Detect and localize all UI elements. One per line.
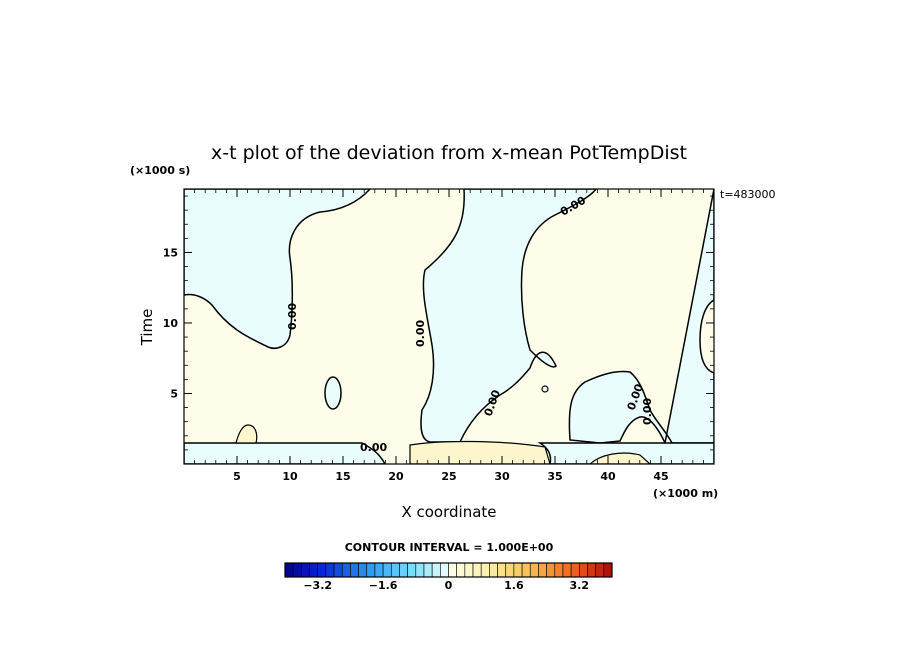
x-tick-label: 35 [547, 470, 562, 483]
positive-patch-3 [589, 452, 651, 464]
colorbar-swatch [407, 562, 417, 578]
colorbar-swatch [309, 562, 318, 578]
colorbar-swatch [464, 562, 474, 578]
colorbar-swatch [578, 562, 588, 578]
colorbar-swatch [358, 562, 368, 578]
negative-region-bottom-band [184, 442, 386, 464]
negative-region-center [420, 189, 597, 443]
positive-patch-2 [409, 440, 551, 464]
colorbar-swatch [415, 562, 425, 578]
colorbar-swatch [423, 562, 433, 578]
colorbar-swatch [603, 562, 613, 578]
y-axis: 5 10 15 [163, 195, 714, 451]
colorbar-swatch [382, 562, 392, 578]
colorbar-swatch [301, 562, 310, 578]
colorbar-tick-label: 3.2 [570, 579, 590, 592]
colorbar-swatch [587, 562, 596, 578]
colorbar-swatch [489, 562, 498, 578]
colorbar-swatch [595, 562, 605, 578]
colorbar-swatch [529, 562, 539, 578]
colorbar-swatch [570, 562, 580, 578]
colorbar [284, 562, 613, 578]
colorbar-swatch [480, 562, 490, 578]
x-tick-label: 10 [282, 470, 298, 483]
colorbar-swatch [440, 562, 449, 578]
colorbar-swatch [546, 562, 556, 578]
colorbar-swatch [374, 562, 384, 578]
x-tick-label: 25 [441, 470, 456, 483]
colorbar-swatch [538, 562, 547, 578]
positive-patch-1 [235, 424, 258, 444]
colorbar-swatch [341, 562, 351, 578]
colorbar-swatch [399, 562, 408, 578]
y-tick-label: 10 [163, 317, 179, 330]
x-tick-label: 20 [388, 470, 404, 483]
x-tick-label: 15 [335, 470, 350, 483]
colorbar-swatch [562, 562, 572, 578]
colorbar-swatch [333, 562, 343, 578]
colorbar-swatch [390, 562, 400, 578]
colorbar-swatch [456, 562, 466, 578]
colorbar-swatch [505, 562, 515, 578]
colorbar-swatch [325, 562, 335, 578]
colorbar-swatch [317, 562, 327, 578]
negative-region-upper-left [184, 189, 372, 349]
colorbar-swatch [554, 562, 564, 578]
colorbar-swatch [497, 562, 507, 578]
colorbar-swatch [292, 562, 302, 578]
colorbar-swatch [521, 562, 531, 578]
contour-label-2: 0.00 [414, 320, 427, 347]
y-units-label: (×1000 s) [130, 164, 190, 177]
x-units-label: (×1000 m) [653, 487, 718, 500]
colorbar-tick-label: −1.6 [369, 579, 398, 592]
x-axis-title: X coordinate [401, 503, 496, 521]
x-tick-label: 40 [600, 470, 616, 483]
colorbar-swatch [472, 562, 482, 578]
colorbar-swatch [448, 562, 457, 578]
colorbar-frame [284, 562, 613, 578]
x-axis: 5 10 15 20 25 30 35 40 45 [194, 189, 704, 483]
colorbar-swatch [513, 562, 523, 578]
y-axis-title: Time [138, 309, 156, 347]
contour-label-5: 0.00 [360, 441, 387, 454]
negative-region-right [568, 189, 714, 446]
colorbar-swatch [431, 562, 441, 578]
plot-area: 0.00 0.00 0.00 0.00 0.00 0.00 0.00 [184, 189, 714, 464]
contour-label-1: 0.00 [286, 303, 299, 330]
chart-title: x-t plot of the deviation from x-mean Po… [211, 142, 687, 164]
x-tick-label: 5 [233, 470, 241, 483]
contour-ellipse-1 [324, 376, 342, 410]
time-label: t=483000 [720, 188, 776, 201]
colorbar-swatch [284, 562, 294, 578]
colorbar-tick-label: −3.2 [303, 579, 332, 592]
colorbar-swatch [366, 562, 376, 578]
colorbar-tick-label: 0 [445, 579, 453, 592]
contour-interval-label: CONTOUR INTERVAL = 1.000E+00 [345, 541, 554, 554]
colorbar-tick-label: 1.6 [504, 579, 524, 592]
y-tick-label: 15 [163, 246, 178, 259]
colorbar-swatch [350, 562, 359, 578]
contour-ellipse-2 [541, 385, 549, 393]
x-tick-label: 30 [494, 470, 510, 483]
y-tick-label: 5 [170, 387, 178, 400]
colorbar-ticks: −3.2 −1.6 0 1.6 3.2 [303, 579, 589, 592]
x-tick-label: 45 [653, 470, 668, 483]
contour-label-6: 0.00 [641, 398, 654, 425]
